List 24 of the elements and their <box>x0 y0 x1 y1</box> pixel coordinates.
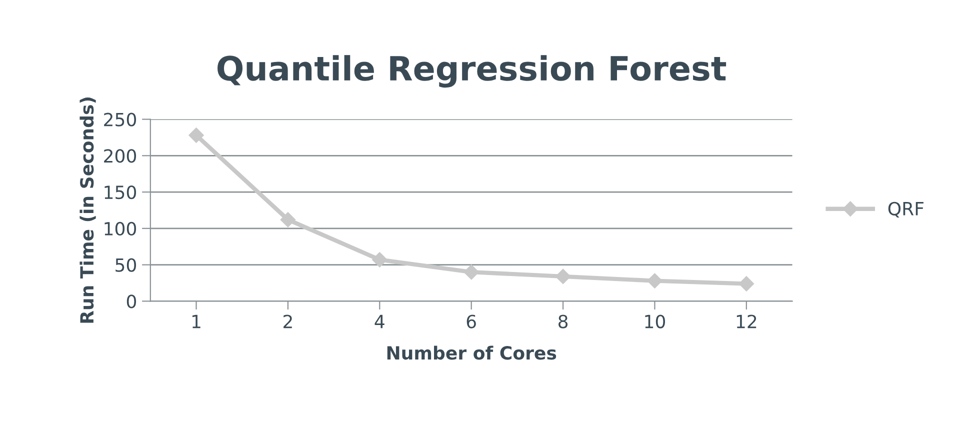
y-tick-label: 100 <box>104 222 136 236</box>
point <box>555 268 571 284</box>
point <box>464 264 479 280</box>
y-tick-label: 0 <box>126 294 136 308</box>
x-tick-label: 1 <box>192 314 200 328</box>
legend-label: QRF <box>888 202 924 218</box>
x-tick-label: 10 <box>645 314 666 328</box>
y-tick-label: 200 <box>104 149 136 163</box>
y-axis-title: Run Time (in Seconds) <box>80 98 96 323</box>
point <box>647 273 662 288</box>
point <box>372 252 388 268</box>
x-tick-label: 8 <box>558 314 568 328</box>
point <box>738 276 754 292</box>
x-tick-label: 12 <box>736 314 756 328</box>
x-tick-label: 6 <box>466 314 476 328</box>
point <box>188 128 204 143</box>
x-axis-title: Number of Cores <box>387 346 556 360</box>
y-tick-label: 50 <box>116 258 136 272</box>
y-tick-label: 250 <box>104 112 136 126</box>
point <box>280 212 296 228</box>
y-tick-label: 150 <box>104 186 136 200</box>
x-tick-label: 2 <box>284 314 292 328</box>
x-tick-label: 4 <box>374 314 384 328</box>
chart-title: Quantile Regression Forest <box>218 55 726 88</box>
